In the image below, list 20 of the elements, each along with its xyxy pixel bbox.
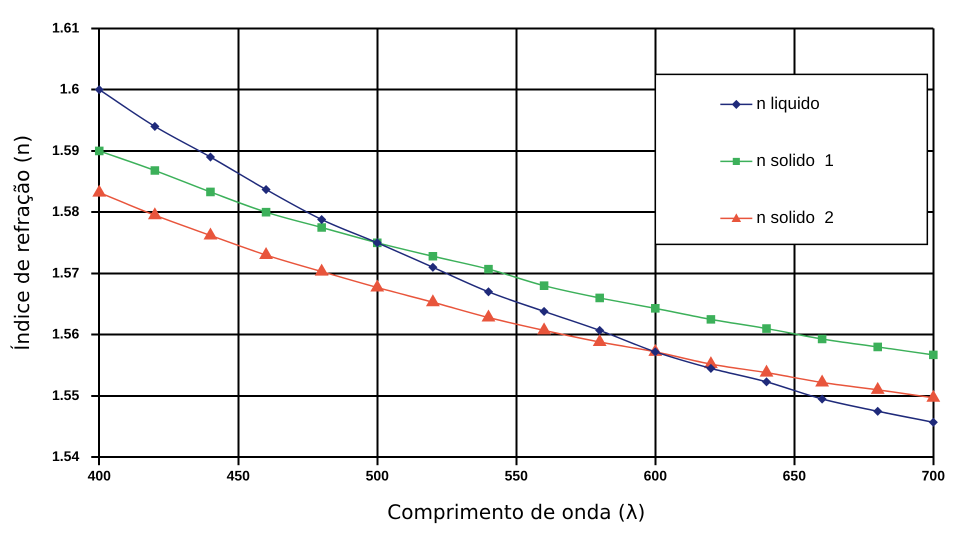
y-tick-label: 1.55 bbox=[52, 386, 80, 403]
legend-label: n solido 2 bbox=[756, 208, 834, 228]
y-tick-label: 1.59 bbox=[52, 142, 80, 158]
x-tick-label: 600 bbox=[644, 467, 668, 484]
legend-label: n solido 1 bbox=[756, 151, 834, 170]
y-tick-label: 1.61 bbox=[52, 19, 80, 36]
y-axis-title: Índice de refração (n) bbox=[10, 135, 34, 351]
x-axis-title: Comprimento de onda (λ) bbox=[387, 500, 646, 524]
x-tick-label: 400 bbox=[88, 467, 112, 484]
y-tick-label: 1.54 bbox=[52, 448, 80, 464]
y-tick-label: 1.6 bbox=[60, 80, 80, 97]
y-tick-label: 1.57 bbox=[52, 264, 80, 280]
legend-label: n liquido bbox=[756, 94, 820, 114]
y-tick-label: 1.58 bbox=[52, 203, 80, 220]
x-tick-label: 450 bbox=[226, 467, 250, 484]
x-tick-label: 700 bbox=[922, 467, 946, 484]
x-tick-label: 500 bbox=[366, 467, 390, 484]
x-tick-label: 550 bbox=[504, 467, 528, 484]
y-tick-label: 1.56 bbox=[52, 326, 80, 342]
x-tick-label: 650 bbox=[782, 467, 806, 484]
